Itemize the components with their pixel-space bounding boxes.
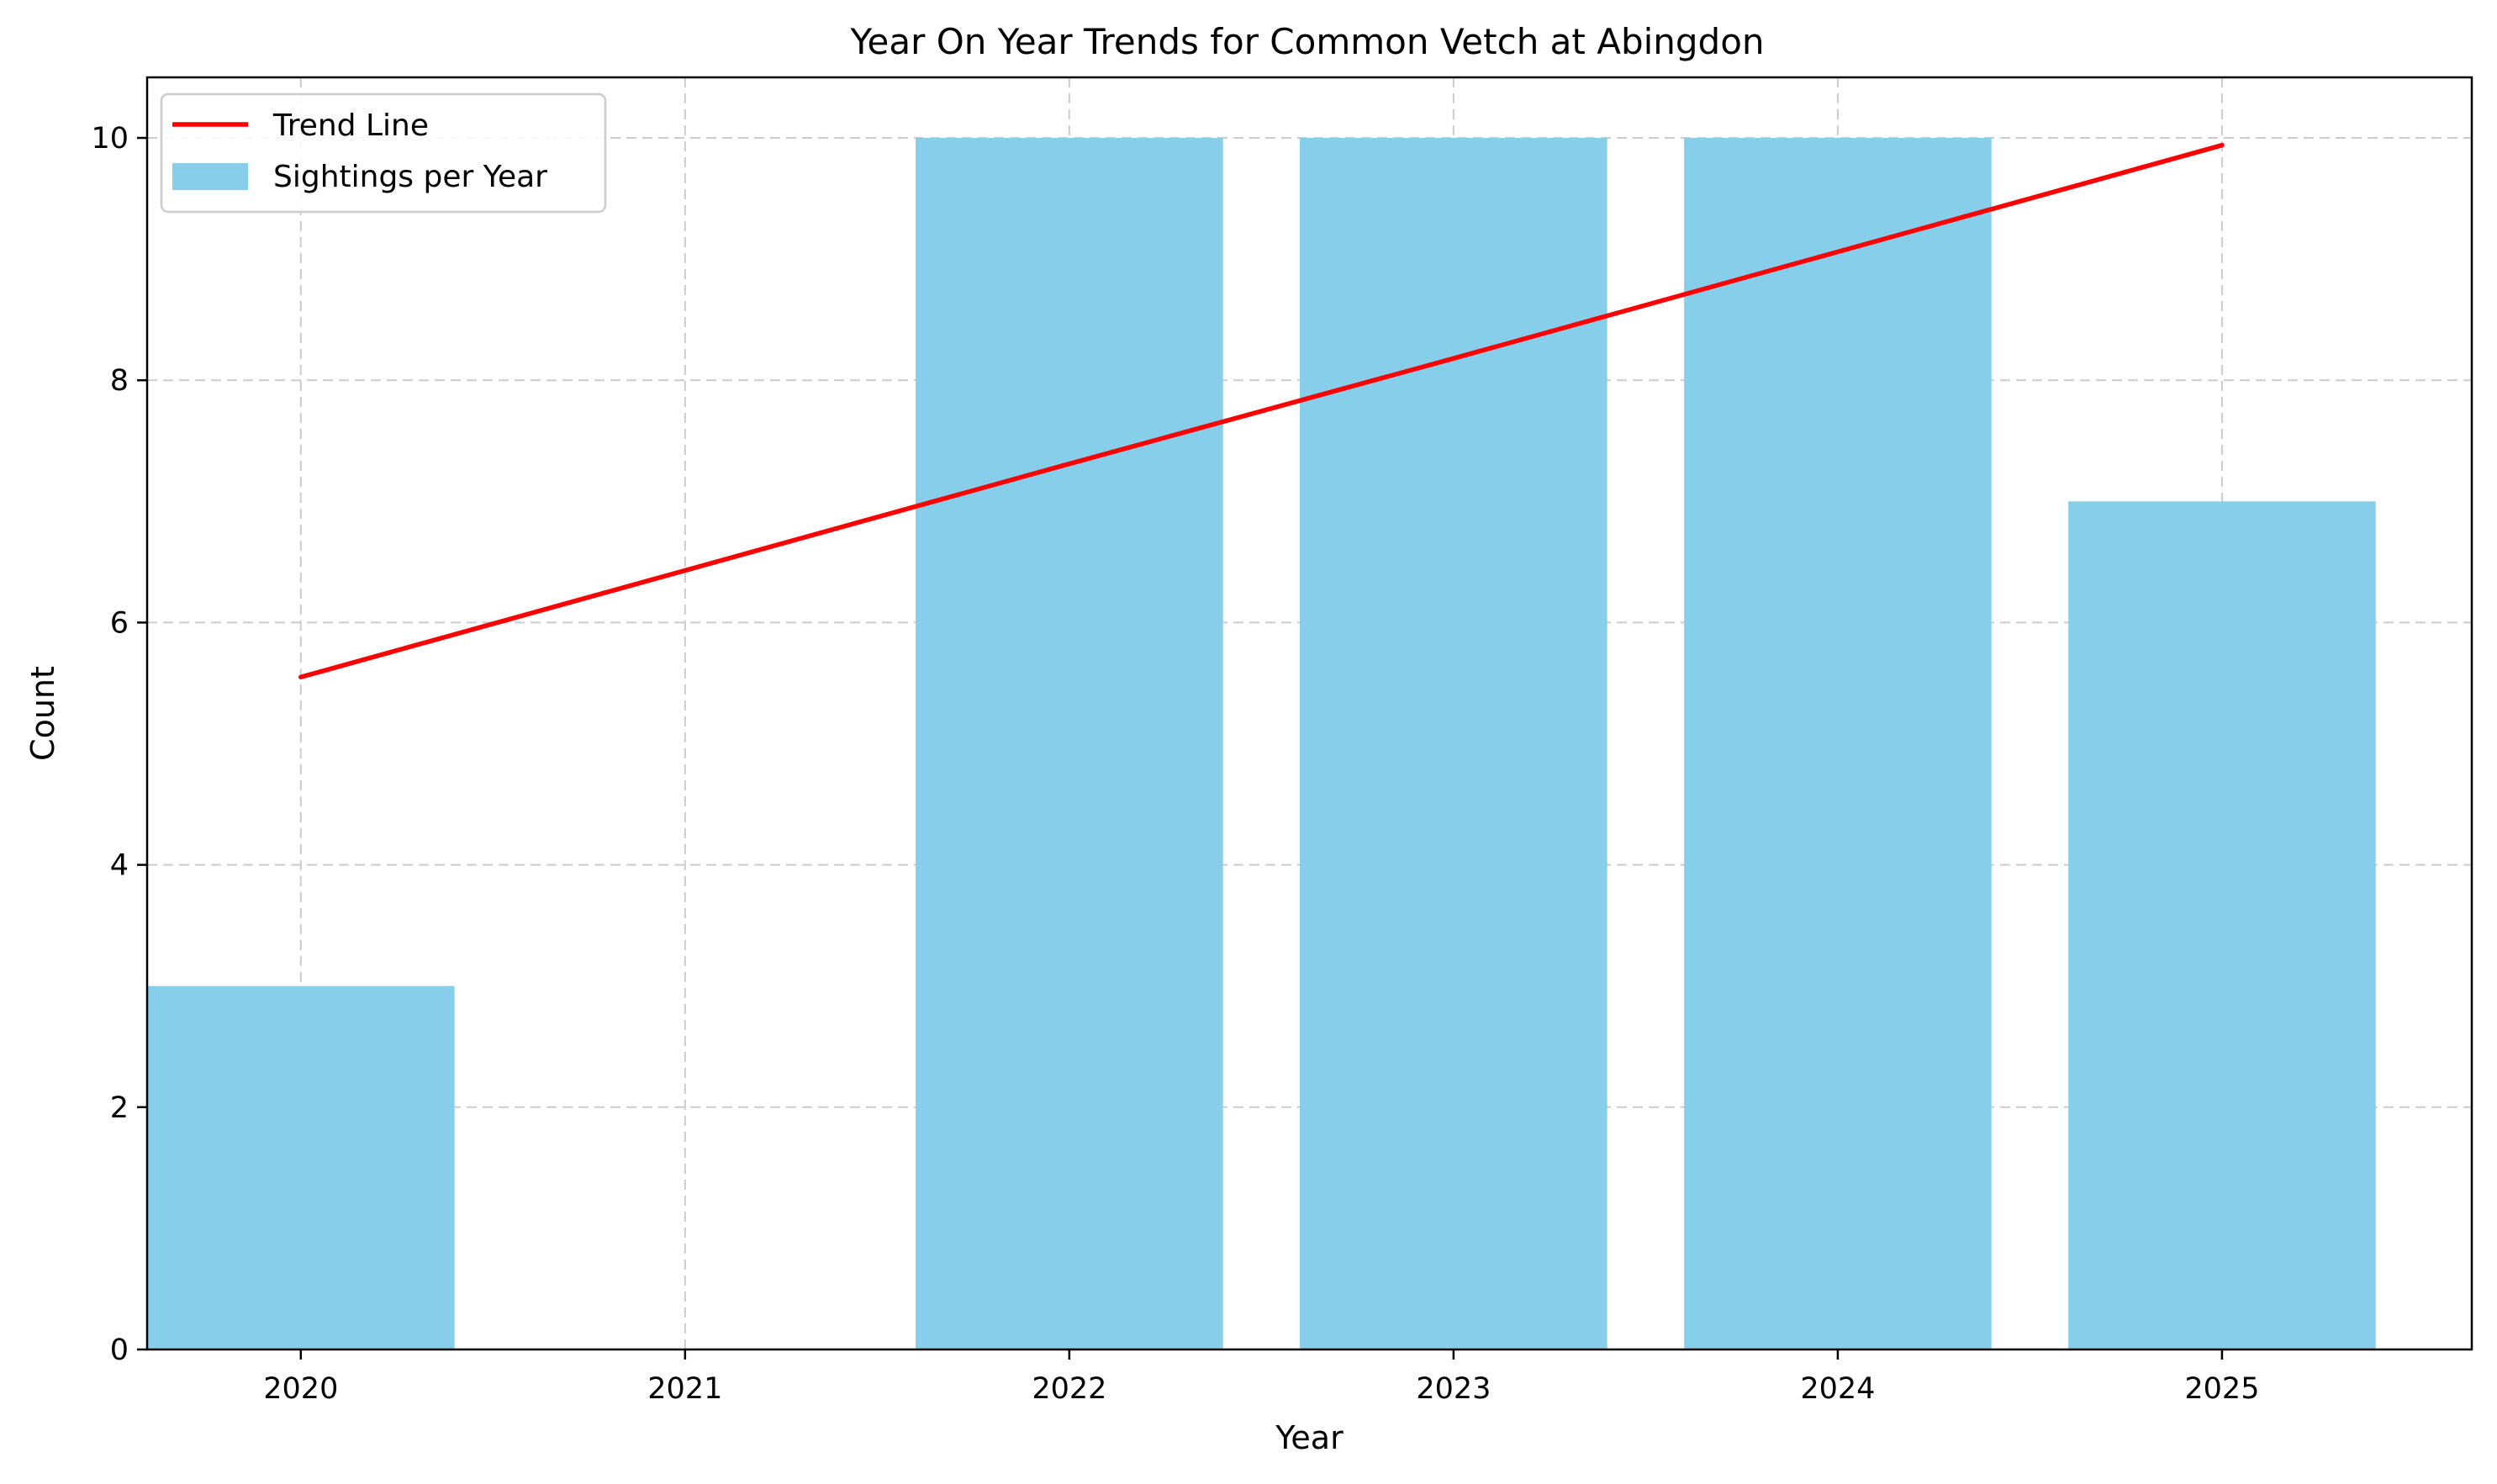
bar-series: [147, 138, 2376, 1350]
bar-2023: [1300, 138, 1607, 1350]
x-tick-label-2022: 2022: [1032, 1372, 1106, 1406]
y-tick-label-8: 8: [110, 364, 129, 398]
y-tick-label-6: 6: [110, 606, 129, 640]
bar-2022: [916, 138, 1223, 1350]
legend-label-sightings: Sightings per Year: [273, 160, 547, 194]
x-axis-label: Year: [1275, 1419, 1344, 1456]
x-tick-label-2020: 2020: [263, 1372, 338, 1406]
bar-2024: [1684, 138, 1992, 1350]
y-tick-label-0: 0: [110, 1333, 129, 1367]
legend-swatch-sightings: [172, 163, 248, 190]
x-tick-label-2024: 2024: [1800, 1372, 1875, 1406]
plot-frame: [145, 76, 2473, 1351]
y-axis-ticks: 0 2 4 6 8 10: [91, 122, 147, 1367]
y-tick-label-2: 2: [110, 1091, 129, 1125]
y-axis-label: Count: [24, 666, 61, 761]
x-tick-label-2025: 2025: [2184, 1372, 2259, 1406]
legend-box: [160, 92, 607, 214]
y-tick-label-4: 4: [110, 849, 129, 883]
bar-2025: [2068, 501, 2376, 1349]
chart-title: Year On Year Trends for Common Vetch at …: [849, 21, 1764, 62]
trend-line: [298, 142, 2225, 680]
bar-2020: [147, 985, 455, 1349]
x-tick-label-2021: 2021: [647, 1372, 722, 1406]
legend-label-trend-line: Trend Line: [272, 108, 429, 143]
x-axis-ticks: 2020 2021 2022 2023 2024 2025: [263, 1349, 2259, 1406]
y-tick-label-10: 10: [91, 122, 129, 156]
legend: Trend Line Sightings per Year: [160, 92, 607, 214]
trend-line-series: [298, 142, 2225, 680]
x-tick-label-2023: 2023: [1416, 1372, 1491, 1406]
